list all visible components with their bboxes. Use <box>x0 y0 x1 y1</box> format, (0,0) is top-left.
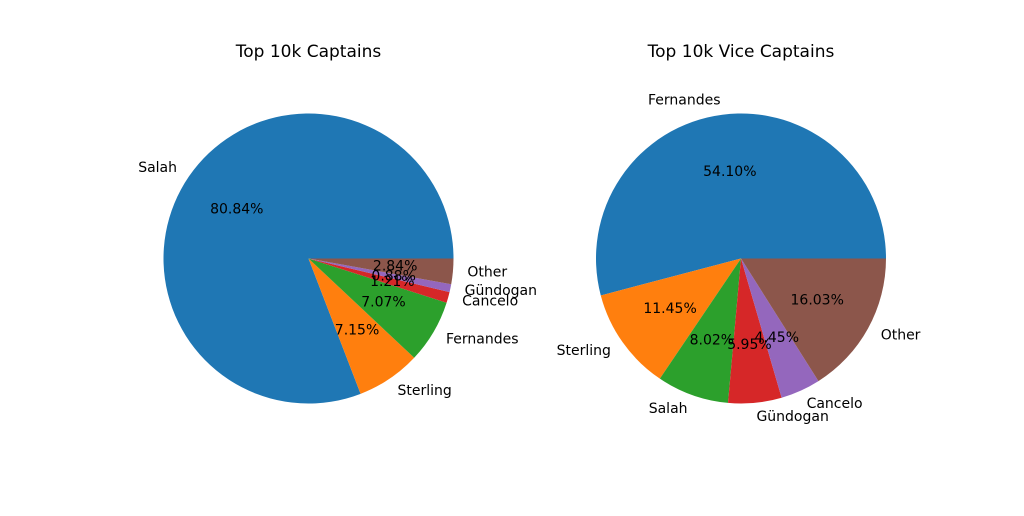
captains-pct-fernandes: 7.07% <box>361 295 405 311</box>
captains-pct-salah: 80.84% <box>210 201 263 217</box>
captains-pie-chart: Top 10k Captains Salah 80.84% Sterling 7.15… <box>138 42 537 404</box>
captains-pie-title: Top 10k Captains <box>235 42 382 62</box>
captains-label-fernandes: Fernandes <box>446 331 519 347</box>
vice-captains-label-salah: Salah <box>649 401 688 417</box>
vice-captains-pct-other: 16.03% <box>791 292 844 308</box>
vice-captains-label-gundogan: Gündogan <box>756 409 828 425</box>
captains-slice-fernandes <box>308 258 447 358</box>
vice-captains-slice-fernandes <box>596 113 886 296</box>
captains-pct-other: 2.84% <box>373 258 417 274</box>
vice-captains-slice-gundogan <box>727 258 782 404</box>
vice-captains-pct-cancelo: 4.45% <box>755 330 799 346</box>
vice-captains-label-sterling: Sterling <box>557 343 611 359</box>
captains-pct-sterling: 7.15% <box>335 323 379 339</box>
captains-label-sterling: Sterling <box>398 383 452 399</box>
vice-captains-pct-sterling: 11.45% <box>643 301 696 317</box>
captains-slice-gundogan <box>308 258 452 293</box>
captains-label-other: Other <box>467 265 507 281</box>
vice-captains-pie-chart: Top 10k Vice Captains Fernandes 54.10% Ste… <box>557 42 921 425</box>
vice-captains-pie-title: Top 10k Vice Captains <box>647 42 835 62</box>
captains-slice-sterling <box>308 258 415 394</box>
vice-captains-pct-gundogan: 5.95% <box>727 337 771 353</box>
vice-captains-slice-other <box>741 258 886 382</box>
vice-captains-slice-sterling <box>600 258 741 379</box>
captains-pct-cancelo: 1.21% <box>370 274 414 290</box>
captains-slice-cancelo <box>308 258 450 303</box>
captains-label-gundogan: Gündogan <box>465 283 537 299</box>
vice-captains-slice-cancelo <box>741 258 819 398</box>
vice-captains-label-cancelo: Cancelo <box>807 396 863 412</box>
captains-label-cancelo: Cancelo <box>462 293 518 309</box>
vice-captains-label-fernandes: Fernandes <box>648 92 721 108</box>
vice-captains-label-other: Other <box>881 327 921 343</box>
captains-pct-gundogan: 0.88% <box>371 268 415 284</box>
captains-label-salah: Salah <box>138 160 177 176</box>
vice-captains-pct-fernandes: 54.10% <box>703 164 756 180</box>
captains-slice-other <box>308 258 454 285</box>
vice-captains-slice-salah <box>659 258 741 403</box>
vice-captains-pct-salah: 8.02% <box>690 332 734 348</box>
